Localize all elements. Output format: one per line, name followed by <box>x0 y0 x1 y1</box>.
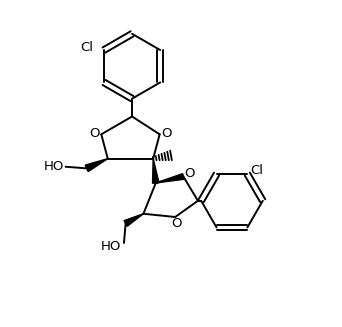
Text: HO: HO <box>44 160 64 173</box>
Polygon shape <box>153 159 159 183</box>
Text: HO: HO <box>101 240 121 253</box>
Text: O: O <box>89 127 100 140</box>
Text: O: O <box>184 167 194 181</box>
Text: O: O <box>172 217 182 230</box>
Polygon shape <box>124 214 143 226</box>
Polygon shape <box>156 174 184 183</box>
Text: Cl: Cl <box>251 164 264 177</box>
Polygon shape <box>85 159 108 172</box>
Text: Cl: Cl <box>81 41 94 54</box>
Text: O: O <box>161 127 172 140</box>
